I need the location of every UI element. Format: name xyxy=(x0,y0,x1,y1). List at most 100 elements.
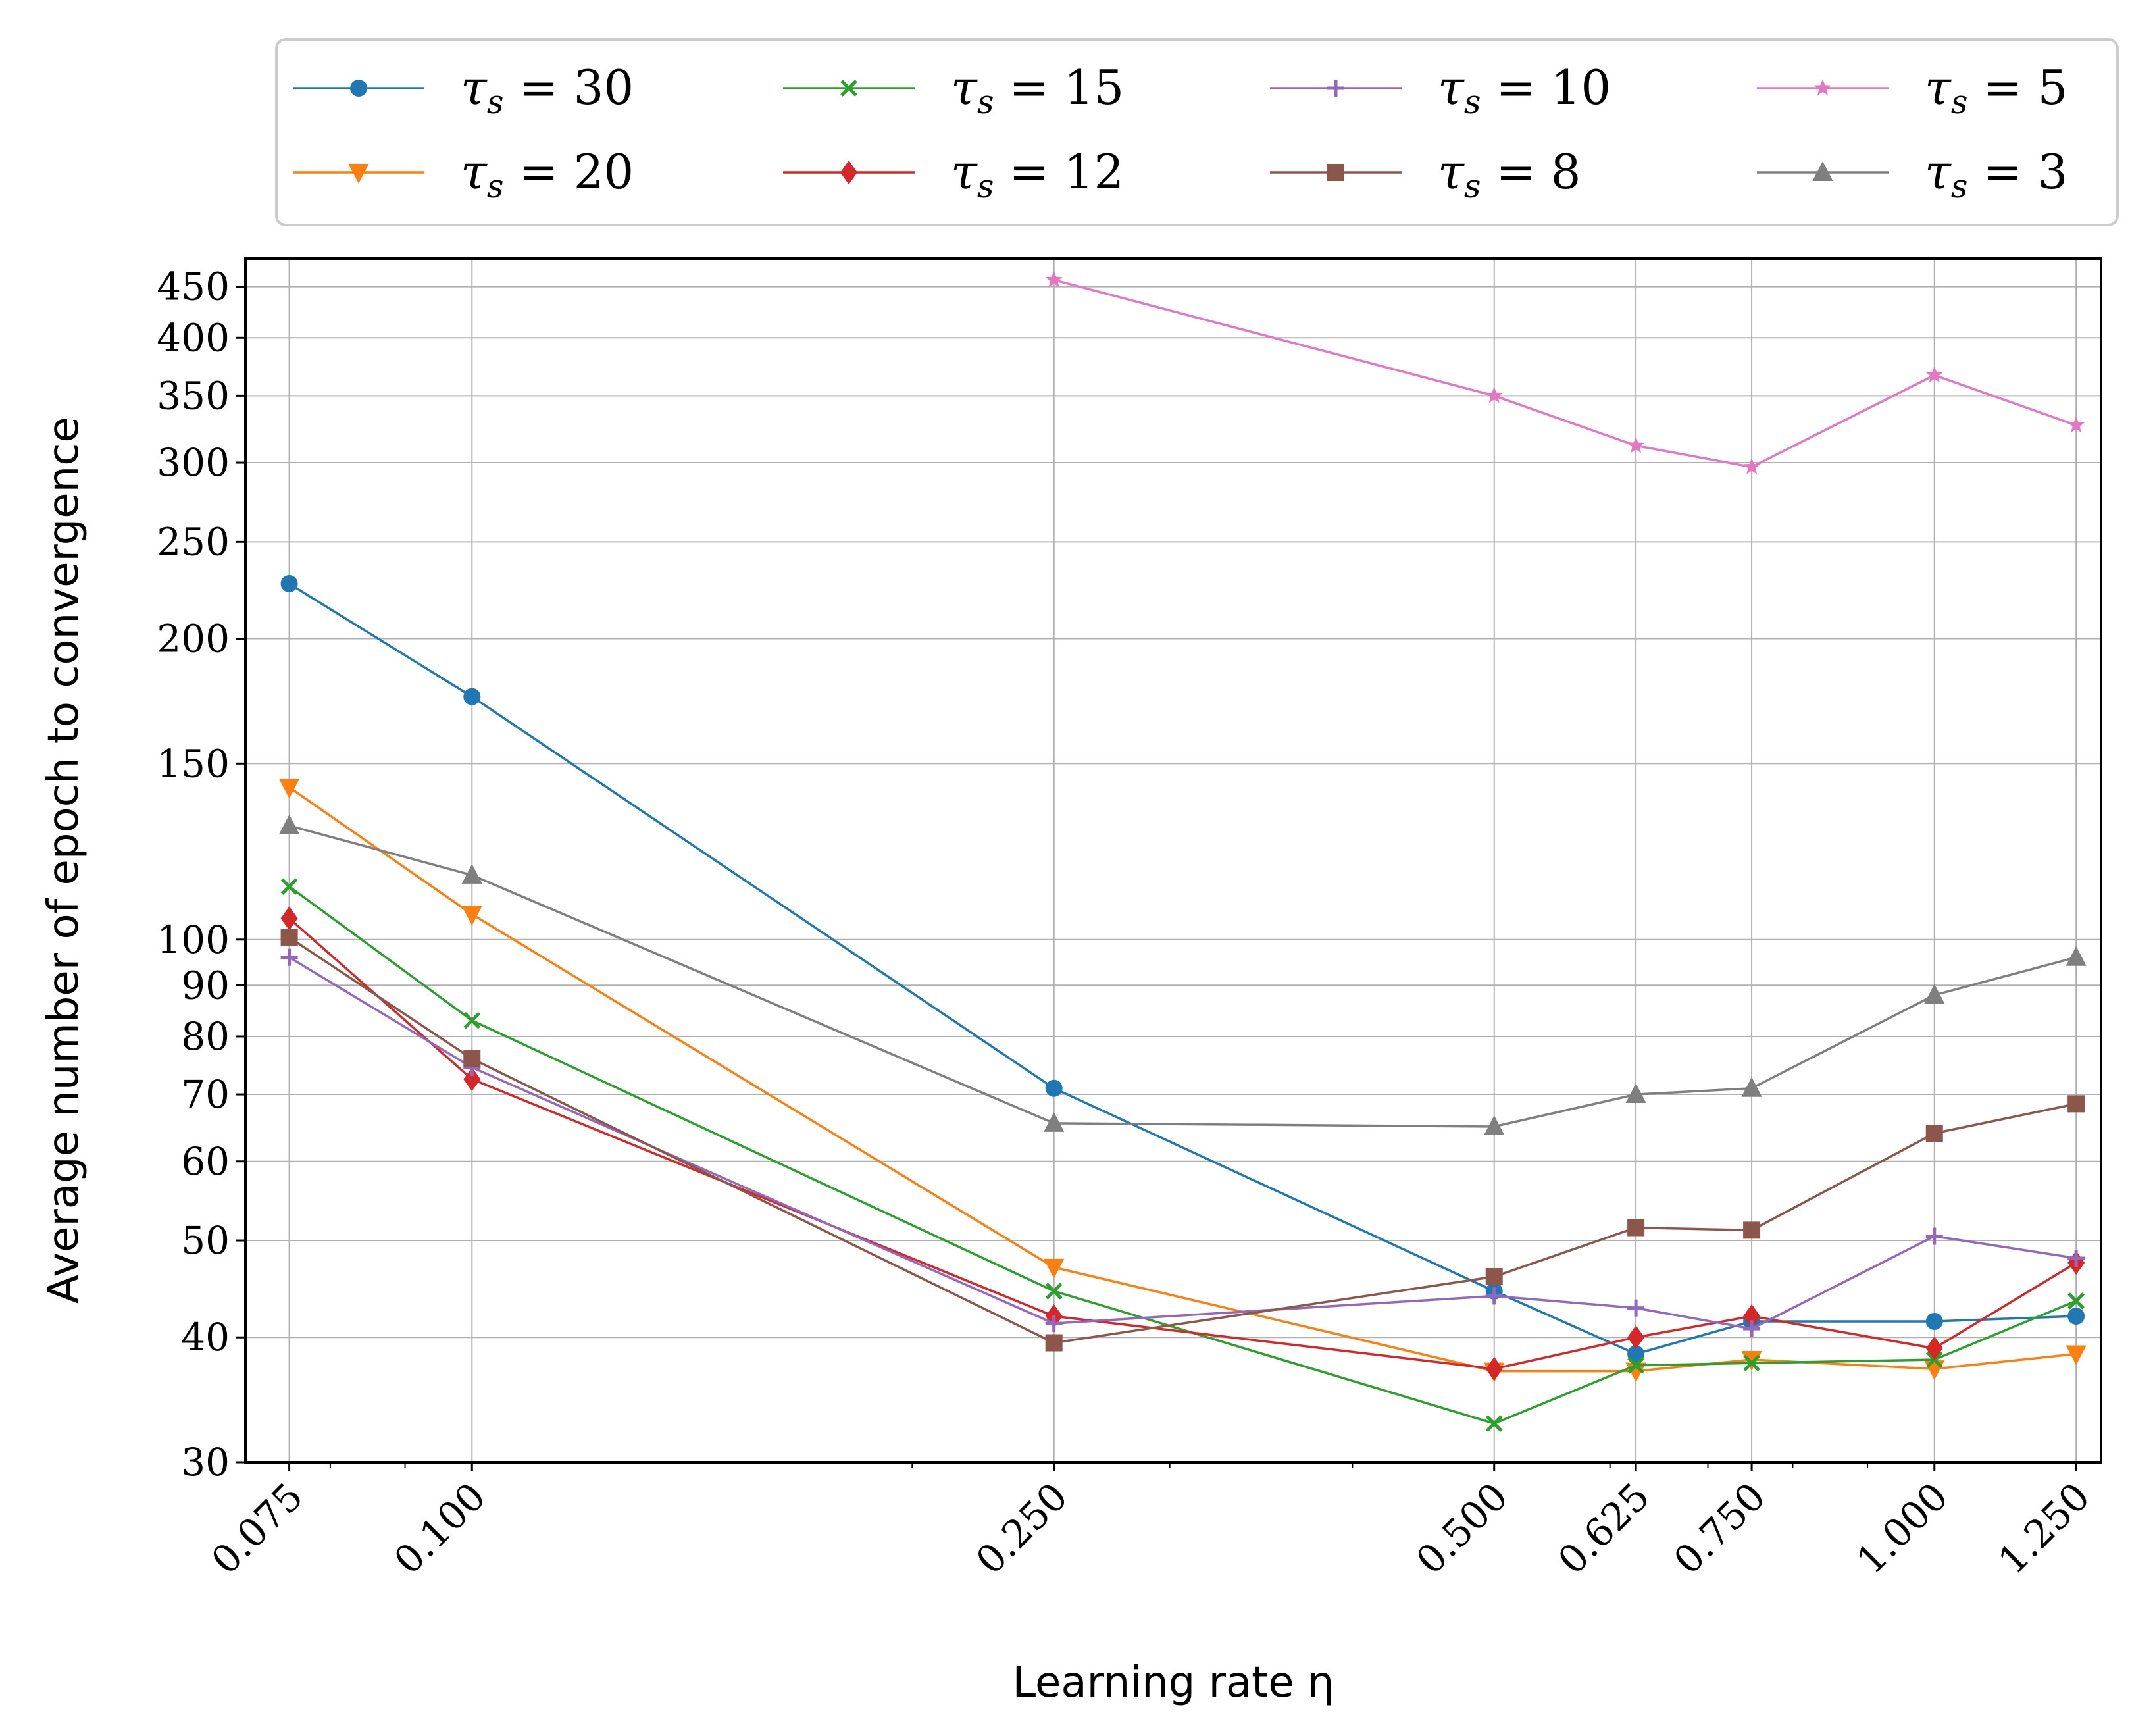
data-point xyxy=(1925,1227,1943,1245)
data-point xyxy=(1925,1312,1943,1330)
grid xyxy=(245,259,2101,1463)
legend-marker xyxy=(348,164,369,184)
legend-marker xyxy=(1327,80,1344,97)
legend-item: τs = 20 xyxy=(293,144,634,205)
data-point xyxy=(2067,1292,2085,1310)
legend-item: τs = 3 xyxy=(1757,144,2067,205)
legend-value: = 12 xyxy=(994,144,1125,199)
data-point xyxy=(1485,386,1503,403)
series-line xyxy=(288,786,2077,1373)
data-point xyxy=(1485,1356,1503,1381)
data-point xyxy=(280,948,298,966)
data-point xyxy=(2066,946,2087,966)
legend-label: τs = 30 xyxy=(461,60,634,121)
legend-value: = 15 xyxy=(994,60,1125,115)
legend-item: τs = 8 xyxy=(1270,144,1581,205)
legend-value: = 8 xyxy=(1481,144,1581,199)
legend-symbol: τ xyxy=(1438,144,1465,199)
data-point xyxy=(1045,1283,1063,1300)
legend-subscript: s xyxy=(1464,83,1481,121)
data-point xyxy=(278,779,300,799)
y-tick-label: 90 xyxy=(181,963,230,1008)
data-point xyxy=(2066,1345,2087,1366)
legend-marker xyxy=(1812,161,1833,181)
legend-subscript: s xyxy=(1951,83,1968,121)
data-point xyxy=(1627,1345,1645,1363)
data-point xyxy=(1924,984,1945,1004)
y-tick-label: 300 xyxy=(157,440,230,485)
data-point xyxy=(1044,1258,1065,1279)
legend-symbol: τ xyxy=(951,144,978,199)
data-point xyxy=(1925,1336,1943,1361)
legend-symbol: τ xyxy=(951,60,978,115)
y-tick-label: 200 xyxy=(157,617,230,661)
legend-symbol: τ xyxy=(461,60,488,115)
data-point xyxy=(463,688,481,705)
data-point xyxy=(280,906,298,931)
series-line xyxy=(288,582,2077,1356)
data-point xyxy=(1743,1304,1761,1329)
data-point xyxy=(1045,270,1063,288)
data-point xyxy=(461,906,482,926)
data-point xyxy=(278,814,300,834)
y-tick-label: 60 xyxy=(181,1139,230,1184)
data-point xyxy=(1627,1356,1644,1374)
data-point xyxy=(1627,1219,1645,1237)
legend-item: τs = 30 xyxy=(293,60,634,121)
data-point xyxy=(1625,1083,1646,1104)
legend-subscript: s xyxy=(977,83,994,121)
data-point xyxy=(1741,1077,1762,1097)
legend-label: τs = 12 xyxy=(951,144,1124,205)
legend-item: τs = 5 xyxy=(1757,60,2067,121)
data-point xyxy=(1485,1287,1503,1305)
data-point xyxy=(1045,1315,1063,1333)
legend-symbol: τ xyxy=(1925,60,1952,115)
data-point xyxy=(1743,1320,1761,1338)
data-point xyxy=(1743,458,1761,474)
legend-subscript: s xyxy=(487,167,504,205)
y-tick-label: 150 xyxy=(157,741,230,786)
data-point xyxy=(1045,1334,1063,1352)
data-point xyxy=(463,1011,481,1029)
y-tick-label: 450 xyxy=(157,265,230,309)
data-point xyxy=(1743,1354,1760,1372)
legend-label: τs = 10 xyxy=(1438,60,1611,121)
legend-marker xyxy=(350,80,367,97)
legend-value: = 30 xyxy=(504,60,634,115)
y-tick-label: 80 xyxy=(181,1014,230,1059)
plot-frame xyxy=(244,257,2102,1464)
data-point xyxy=(463,1067,481,1092)
legend-subscript: s xyxy=(977,167,994,205)
legend-marker xyxy=(1814,79,1831,96)
y-tick-label: 250 xyxy=(157,519,230,564)
y-tick-label: 40 xyxy=(181,1315,230,1360)
series-line xyxy=(288,885,2077,1425)
legend-symbol: τ xyxy=(1438,60,1465,115)
data-point xyxy=(1743,1221,1761,1239)
data-point xyxy=(1045,1079,1063,1097)
legend-value: = 5 xyxy=(1968,60,2068,115)
y-tick-label: 50 xyxy=(181,1218,230,1263)
legend-label: τs = 8 xyxy=(1438,144,1581,205)
series-line xyxy=(1053,278,2077,469)
y-tick-label: 70 xyxy=(181,1072,230,1117)
series-line xyxy=(288,917,2077,1370)
series-s-5 xyxy=(1045,270,2085,474)
data-point xyxy=(461,863,482,884)
x-axis-title: Learning rate η xyxy=(1012,1658,1334,1707)
series-s-8 xyxy=(280,929,2085,1352)
y-tick-label: 100 xyxy=(157,917,230,962)
series-s-3 xyxy=(278,814,2087,1135)
y-axis-title: Average number of epoch to convergence xyxy=(39,417,88,1304)
data-point xyxy=(1627,436,1645,453)
legend-label: τs = 5 xyxy=(1925,60,2067,121)
legend-label: τs = 3 xyxy=(1925,144,2067,205)
legend-subscript: s xyxy=(487,83,504,121)
data-point xyxy=(1485,1415,1503,1432)
legend-label: τs = 20 xyxy=(461,144,634,205)
series-line xyxy=(289,825,2077,1128)
series-s-30 xyxy=(280,574,2085,1363)
